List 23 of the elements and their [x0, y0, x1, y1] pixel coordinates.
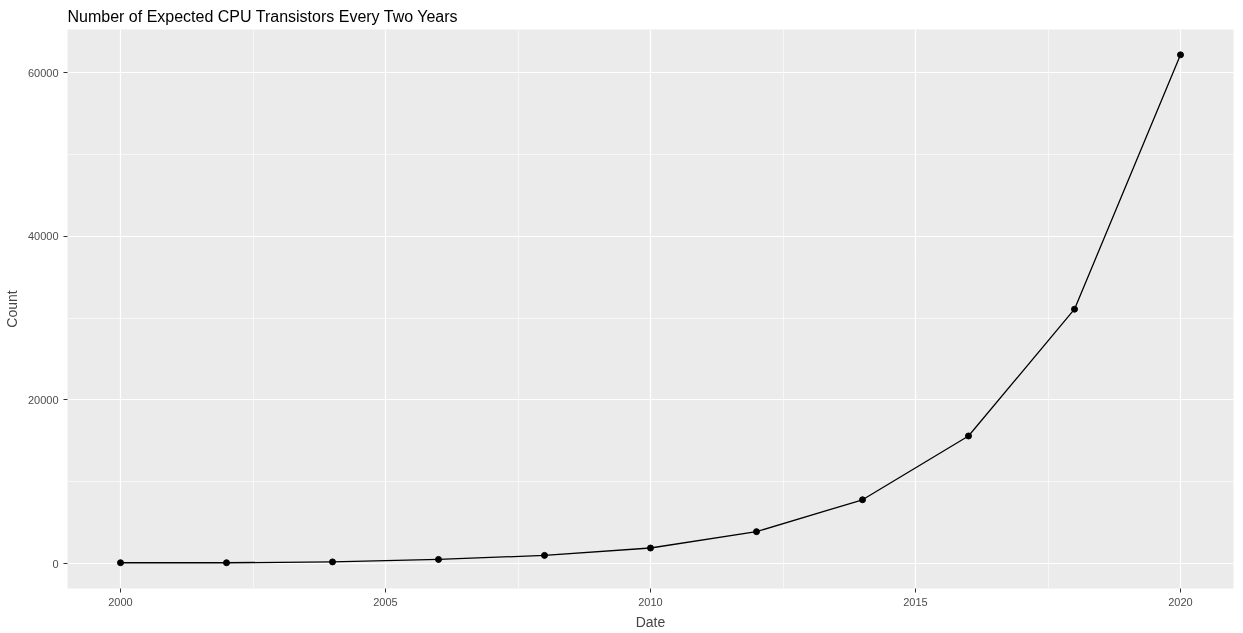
x-tick-label: 2010 [638, 595, 663, 608]
point [647, 544, 654, 552]
y-tick-label: 40000 [27, 230, 59, 243]
y-tick-label: 60000 [27, 66, 59, 79]
y-tick-label: 0 [52, 557, 59, 570]
point [1071, 305, 1078, 313]
point [541, 551, 548, 559]
point [753, 528, 760, 536]
point [329, 558, 336, 566]
x-tick-label: 2015 [903, 595, 928, 608]
point [223, 559, 230, 567]
point [1177, 51, 1184, 59]
point [965, 432, 972, 440]
point [859, 496, 866, 504]
point [117, 559, 124, 567]
chart-title: Number of Expected CPU Transistors Every Two Years [67, 7, 458, 25]
y-tick-label: 20000 [27, 393, 59, 406]
x-tick-label: 2000 [108, 595, 133, 608]
point [435, 555, 442, 563]
x-tick-label: 2005 [373, 595, 398, 608]
x-tick-label: 2020 [1168, 595, 1193, 608]
x-axis-title: Date [635, 613, 666, 630]
y-axis-title: Count [3, 290, 20, 328]
